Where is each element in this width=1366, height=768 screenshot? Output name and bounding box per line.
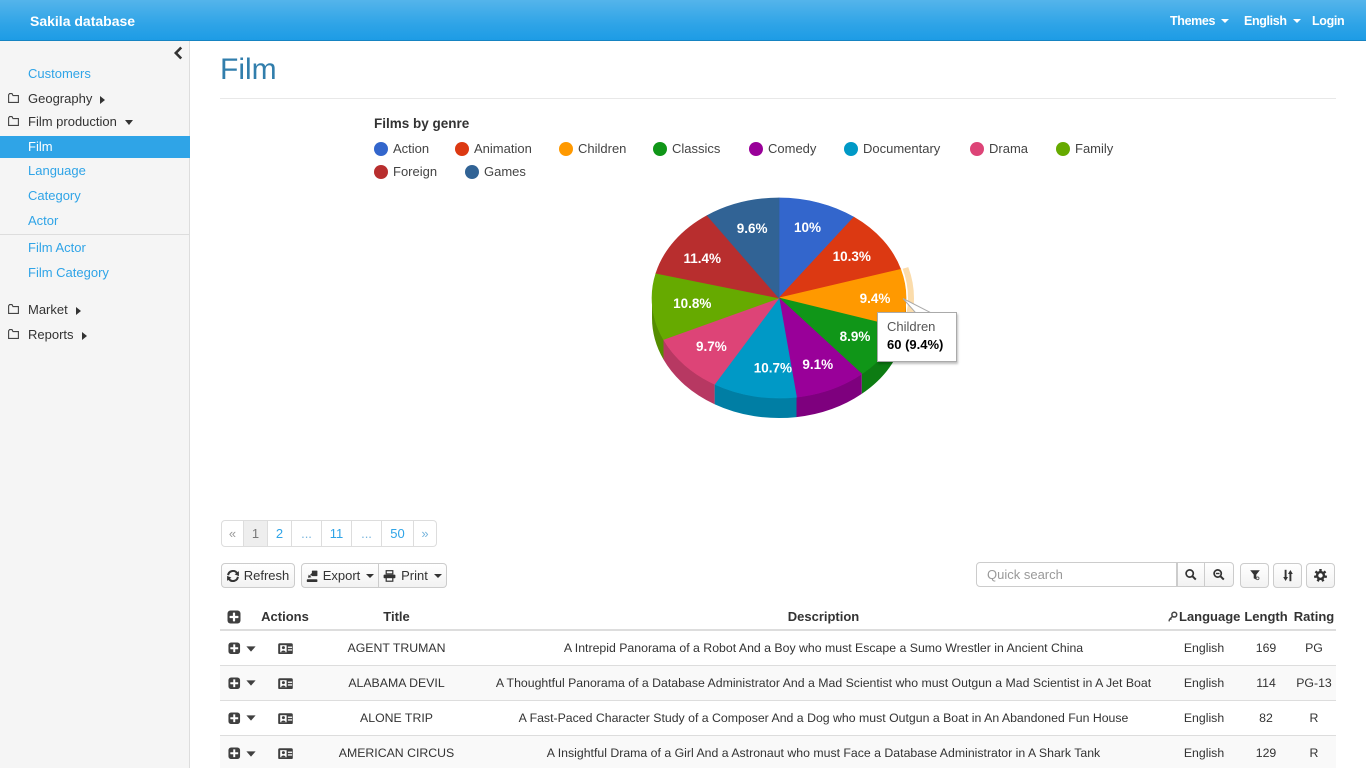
svg-text:9.7%: 9.7%: [696, 339, 727, 354]
svg-text:10%: 10%: [794, 220, 821, 235]
svg-text:9.1%: 9.1%: [802, 357, 833, 372]
svg-text:10.3%: 10.3%: [833, 249, 871, 264]
svg-text:8.9%: 8.9%: [840, 329, 871, 344]
svg-text:10.8%: 10.8%: [673, 296, 711, 311]
svg-text:9.4%: 9.4%: [860, 291, 891, 306]
svg-text:11.4%: 11.4%: [684, 251, 722, 266]
svg-text:10.7%: 10.7%: [754, 361, 792, 376]
svg-text:9.6%: 9.6%: [737, 221, 768, 236]
